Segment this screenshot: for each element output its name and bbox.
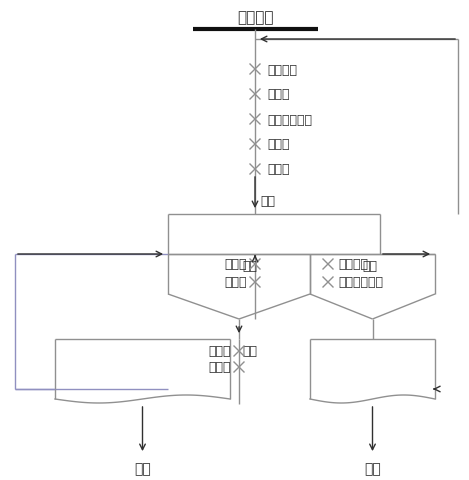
Text: 氧化钙: 氧化钙: [267, 138, 289, 151]
Text: 捕收剂: 捕收剂: [267, 163, 289, 176]
Text: 扫选: 扫选: [363, 260, 378, 273]
Text: 捕收剂: 捕收剂: [209, 361, 231, 374]
Text: 氧化钙: 氧化钙: [209, 345, 231, 358]
Text: 氢氧化钠: 氢氧化钠: [338, 258, 368, 271]
Text: 粗选: 粗选: [260, 194, 275, 207]
Text: 捕收剂: 捕收剂: [225, 276, 247, 289]
Text: 精矿: 精矿: [134, 461, 151, 475]
Text: 尾矿: 尾矿: [364, 461, 381, 475]
Text: 精选: 精选: [242, 260, 257, 273]
Text: 氧化钙: 氧化钙: [225, 258, 247, 271]
Text: 柠檬酸: 柠檬酸: [267, 88, 289, 101]
Text: 氢氧化钠: 氢氧化钠: [267, 63, 297, 76]
Text: 苛化玉米淀粉: 苛化玉米淀粉: [267, 113, 312, 126]
Text: 磁选精矿: 磁选精矿: [237, 11, 273, 25]
Text: 精选: 精选: [242, 344, 257, 357]
Text: 苛化玉米淀粉: 苛化玉米淀粉: [338, 276, 383, 289]
